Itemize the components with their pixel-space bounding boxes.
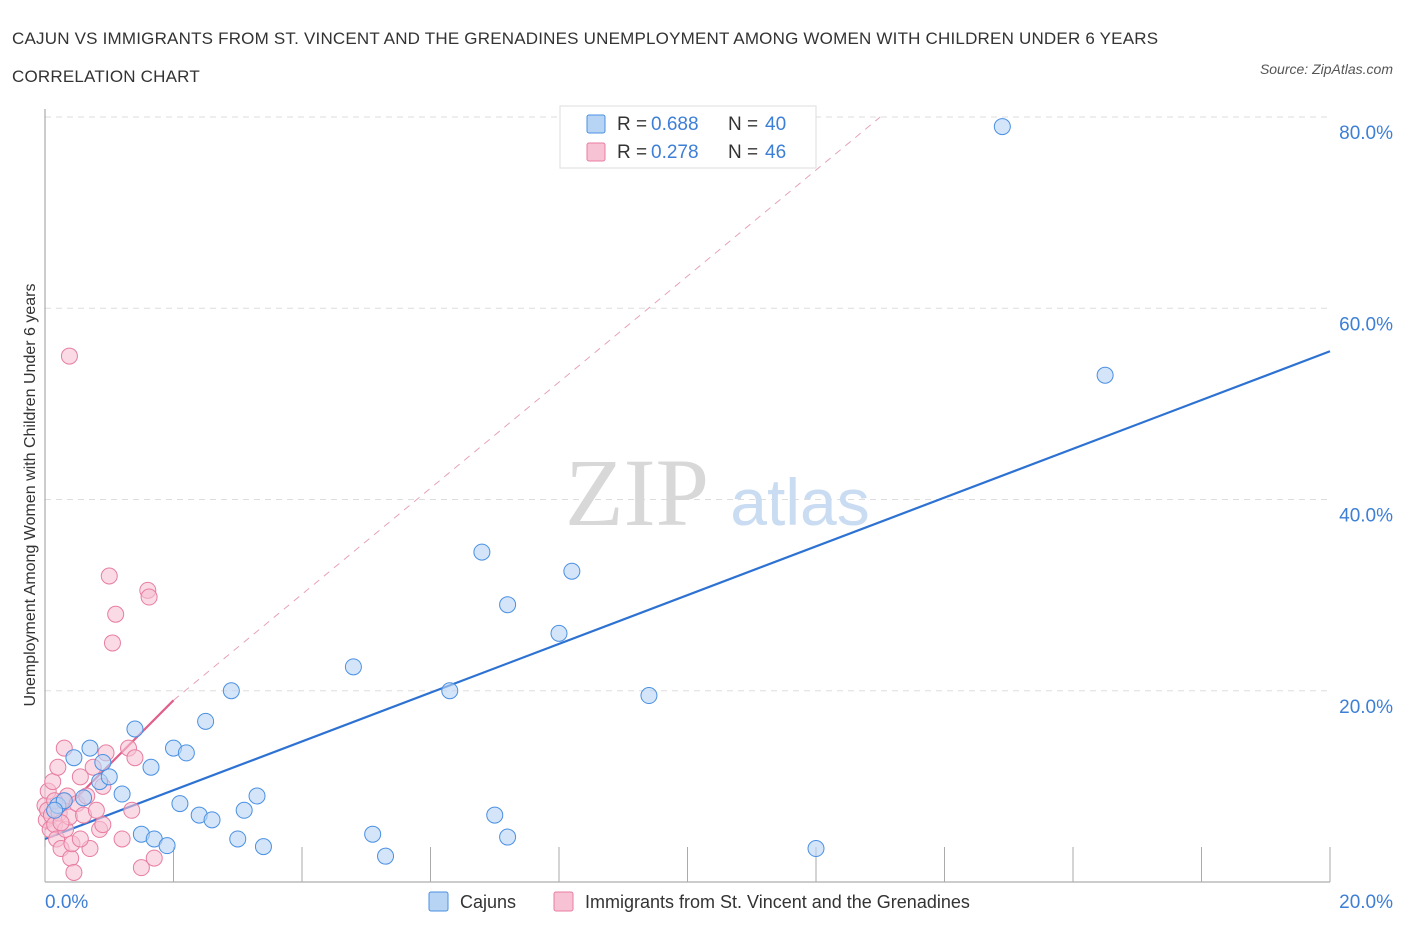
point-immigrants-9 bbox=[49, 758, 67, 776]
point-immigrants-44 bbox=[71, 830, 89, 848]
point-cajuns-29 bbox=[486, 806, 504, 824]
legend-swatch-immigrants bbox=[586, 142, 606, 162]
point-cajuns-25 bbox=[364, 825, 382, 843]
point-immigrants-40 bbox=[145, 849, 163, 867]
point-cajuns-32 bbox=[550, 624, 568, 642]
point-immigrants-32 bbox=[107, 605, 125, 623]
point-cajuns-26 bbox=[377, 847, 395, 865]
point-cajuns-34 bbox=[640, 687, 658, 705]
point-cajuns-22 bbox=[248, 787, 266, 805]
y-tick-label-2: 60.0% bbox=[1339, 314, 1393, 335]
point-immigrants-30 bbox=[100, 567, 118, 585]
point-cajuns-36 bbox=[993, 118, 1011, 136]
point-immigrants-41 bbox=[60, 347, 78, 365]
point-immigrants-36 bbox=[126, 749, 144, 767]
point-cajuns-3 bbox=[75, 789, 93, 807]
point-cajuns-4 bbox=[81, 739, 99, 757]
point-cajuns-15 bbox=[177, 744, 195, 762]
legend-n-label-1: N = bbox=[728, 114, 758, 135]
legend-n-label-2: N = bbox=[728, 142, 758, 163]
point-cajuns-10 bbox=[142, 758, 160, 776]
point-cajuns-6 bbox=[100, 768, 118, 786]
point-cajuns-27 bbox=[441, 682, 459, 700]
legend-r-label-1: R = bbox=[617, 114, 647, 135]
bottom-legend-label-immigrants: Immigrants from St. Vincent and the Gren… bbox=[585, 892, 970, 912]
point-cajuns-30 bbox=[499, 596, 517, 614]
y-tick-label-3: 80.0% bbox=[1339, 123, 1393, 144]
point-immigrants-35 bbox=[123, 801, 141, 819]
point-immigrants-19 bbox=[65, 863, 83, 881]
bottom-legend-swatch-cajuns bbox=[428, 891, 449, 912]
point-immigrants-28 bbox=[94, 816, 112, 834]
point-cajuns-19 bbox=[222, 682, 240, 700]
watermark-atlas: atlas bbox=[730, 465, 869, 539]
data-points bbox=[36, 118, 1114, 881]
point-cajuns-21 bbox=[235, 801, 253, 819]
point-immigrants-21 bbox=[71, 768, 89, 786]
x-tick-label-0: 0.0% bbox=[45, 892, 88, 913]
point-cajuns-12 bbox=[158, 837, 176, 855]
legend-swatch-cajuns bbox=[586, 114, 606, 134]
point-cajuns-8 bbox=[126, 720, 144, 738]
chart-title: CAJUN VS IMMIGRANTS FROM ST. VINCENT AND… bbox=[12, 29, 1159, 86]
point-cajuns-37 bbox=[1096, 366, 1114, 384]
point-immigrants-33 bbox=[113, 830, 131, 848]
point-cajuns-35 bbox=[807, 840, 825, 858]
bottom-legend-swatch-immigrants bbox=[553, 891, 574, 912]
point-cajuns-18 bbox=[203, 811, 221, 829]
point-cajuns-2 bbox=[65, 749, 83, 767]
axes bbox=[44, 109, 1331, 883]
point-cajuns-20 bbox=[229, 830, 247, 848]
point-immigrants-17 bbox=[62, 849, 80, 867]
legend-r-value-1: 0.688 bbox=[651, 114, 699, 135]
legend-r-value-2: 0.278 bbox=[651, 142, 699, 163]
legend-r-label-2: R = bbox=[617, 142, 647, 163]
point-cajuns-24 bbox=[344, 658, 362, 676]
trendline-immigrants-extension bbox=[173, 116, 881, 701]
source-label: Source: ZipAtlas.com bbox=[1259, 61, 1393, 77]
point-immigrants-31 bbox=[103, 634, 121, 652]
legend-n-value-2: 46 bbox=[765, 142, 786, 163]
point-immigrants-6 bbox=[44, 773, 62, 791]
point-cajuns-28 bbox=[473, 543, 491, 561]
watermark-zip: ZIP bbox=[565, 439, 709, 546]
legend-box: R = 0.688 N = 40 R = 0.278 N = 46 bbox=[559, 105, 817, 169]
bottom-legend: Cajuns Immigrants from St. Vincent and t… bbox=[428, 891, 970, 912]
x-tick-label-1: 20.0% bbox=[1339, 892, 1393, 913]
point-cajuns-33 bbox=[563, 562, 581, 580]
watermark: ZIP atlas bbox=[565, 439, 870, 546]
point-cajuns-14 bbox=[171, 795, 189, 813]
bottom-legend-label-cajuns: Cajuns bbox=[460, 892, 516, 912]
point-cajuns-39 bbox=[94, 753, 112, 771]
point-immigrants-39 bbox=[140, 588, 158, 606]
point-cajuns-23 bbox=[254, 838, 272, 856]
point-cajuns-31 bbox=[499, 828, 517, 846]
point-cajuns-38 bbox=[46, 801, 64, 819]
y-tick-label-1: 40.0% bbox=[1339, 506, 1393, 527]
point-immigrants-26 bbox=[87, 801, 105, 819]
point-cajuns-17 bbox=[197, 712, 215, 730]
grid bbox=[45, 116, 1330, 692]
tick-labels: 20.0% 40.0% 60.0% 80.0% 0.0% 20.0% bbox=[45, 123, 1393, 913]
legend-n-value-1: 40 bbox=[765, 114, 786, 135]
y-tick-label-0: 20.0% bbox=[1339, 697, 1393, 718]
point-cajuns-7 bbox=[113, 785, 131, 803]
point-immigrants-37 bbox=[132, 859, 150, 877]
trendline-cajuns bbox=[44, 350, 1331, 840]
